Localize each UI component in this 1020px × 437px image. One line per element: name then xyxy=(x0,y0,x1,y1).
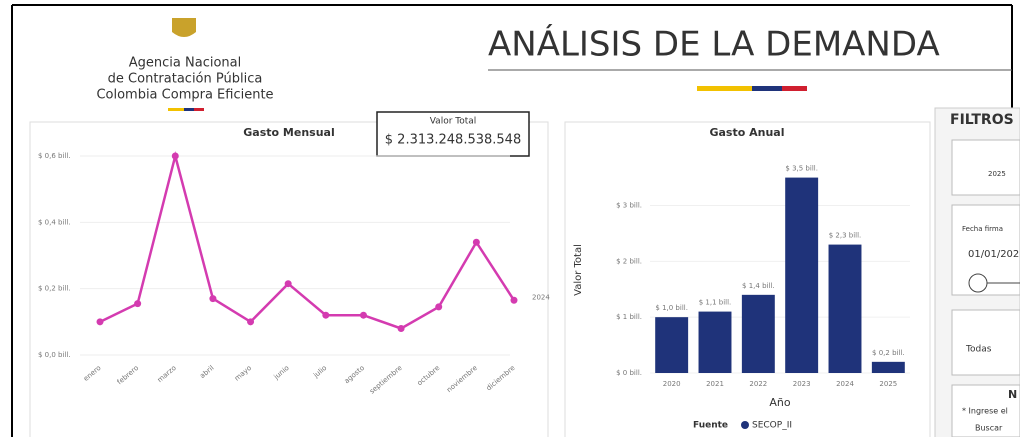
panel xyxy=(564,121,931,437)
y-tick-label: $ 2 bill. xyxy=(616,257,642,265)
y-tick-label: $ 0,2 bill. xyxy=(38,285,71,293)
x-axis-label: Año xyxy=(769,396,790,409)
search-box[interactable] xyxy=(951,384,1020,437)
flag xyxy=(194,108,204,111)
line xyxy=(99,151,516,330)
logo-line: Colombia Compra Eficiente xyxy=(96,88,273,103)
flag xyxy=(184,108,194,111)
value-label: $ 0,2 bill. xyxy=(872,349,905,357)
select-slicer[interactable] xyxy=(951,309,1020,376)
bar xyxy=(871,361,905,373)
bar xyxy=(698,311,732,373)
kpi-value: $ 2.313.248.538.548 xyxy=(385,133,521,148)
point xyxy=(510,296,518,304)
bar xyxy=(655,317,689,373)
y-axis-label: Valor Total xyxy=(573,244,584,296)
x-tick-label: 2021 xyxy=(706,380,724,388)
y-tick-label: $ 3 bill. xyxy=(616,202,642,210)
kpi-label: Valor Total xyxy=(430,117,477,127)
panel xyxy=(29,121,549,437)
point xyxy=(322,311,330,319)
x-tick-label: 2020 xyxy=(663,380,681,388)
legend-title: Fuente xyxy=(693,421,728,431)
point xyxy=(171,152,179,160)
flag xyxy=(697,86,752,91)
point xyxy=(209,295,217,303)
point xyxy=(397,324,405,332)
year-option[interactable]: 2025 xyxy=(988,170,1006,178)
chart-title: Gasto Anual xyxy=(709,126,784,139)
search-title: N xyxy=(1008,388,1017,401)
flag xyxy=(782,86,807,91)
series-label: 2024 xyxy=(532,293,550,301)
flag xyxy=(752,86,782,91)
point xyxy=(96,318,104,326)
legend-swatch xyxy=(741,421,749,429)
slider-handle[interactable] xyxy=(968,273,988,293)
point xyxy=(134,300,142,308)
legend-label: SECOP_II xyxy=(752,421,792,431)
x-tick-label: 2024 xyxy=(836,380,854,388)
date-label: Fecha firma xyxy=(962,225,1003,233)
value-label: $ 3,5 bill. xyxy=(785,165,818,173)
x-tick-label: 2025 xyxy=(879,380,897,388)
y-tick-label: $ 0,0 bill. xyxy=(38,351,71,359)
point xyxy=(359,311,367,319)
filter-title: FILTROS xyxy=(950,112,1014,128)
logo-line: de Contratación Pública xyxy=(108,72,263,87)
point xyxy=(284,280,292,288)
date-input[interactable]: 01/01/202 xyxy=(968,249,1019,260)
search-input[interactable]: Buscar xyxy=(975,424,1003,433)
value-label: $ 2,3 bill. xyxy=(829,232,862,240)
bar xyxy=(785,177,819,373)
year-slicer[interactable] xyxy=(951,139,1020,196)
x-tick-label: 2022 xyxy=(749,380,767,388)
x-tick-label: 2023 xyxy=(793,380,811,388)
y-tick-label: $ 0,4 bill. xyxy=(38,218,71,226)
bar xyxy=(828,244,862,373)
chart-title: Gasto Mensual xyxy=(243,126,334,139)
bar xyxy=(741,294,775,373)
y-tick-label: $ 0,6 bill. xyxy=(38,152,71,160)
logo-line: Agencia Nacional xyxy=(129,56,241,71)
search-hint: * Ingrese el xyxy=(962,407,1008,416)
flag xyxy=(168,108,184,111)
kpi-card xyxy=(376,111,530,157)
select-value[interactable]: Todas xyxy=(965,345,992,355)
point xyxy=(435,303,443,311)
value-label: $ 1,1 bill. xyxy=(699,299,732,307)
point xyxy=(472,238,480,246)
page-title: ANÁLISIS DE LA DEMANDA xyxy=(488,24,940,65)
point xyxy=(247,318,255,326)
value-label: $ 1,0 bill. xyxy=(655,304,688,312)
logo-shield xyxy=(172,18,196,37)
y-tick-label: $ 0 bill. xyxy=(616,369,642,377)
y-tick-label: $ 1 bill. xyxy=(616,313,642,321)
value-label: $ 1,4 bill. xyxy=(742,282,775,290)
